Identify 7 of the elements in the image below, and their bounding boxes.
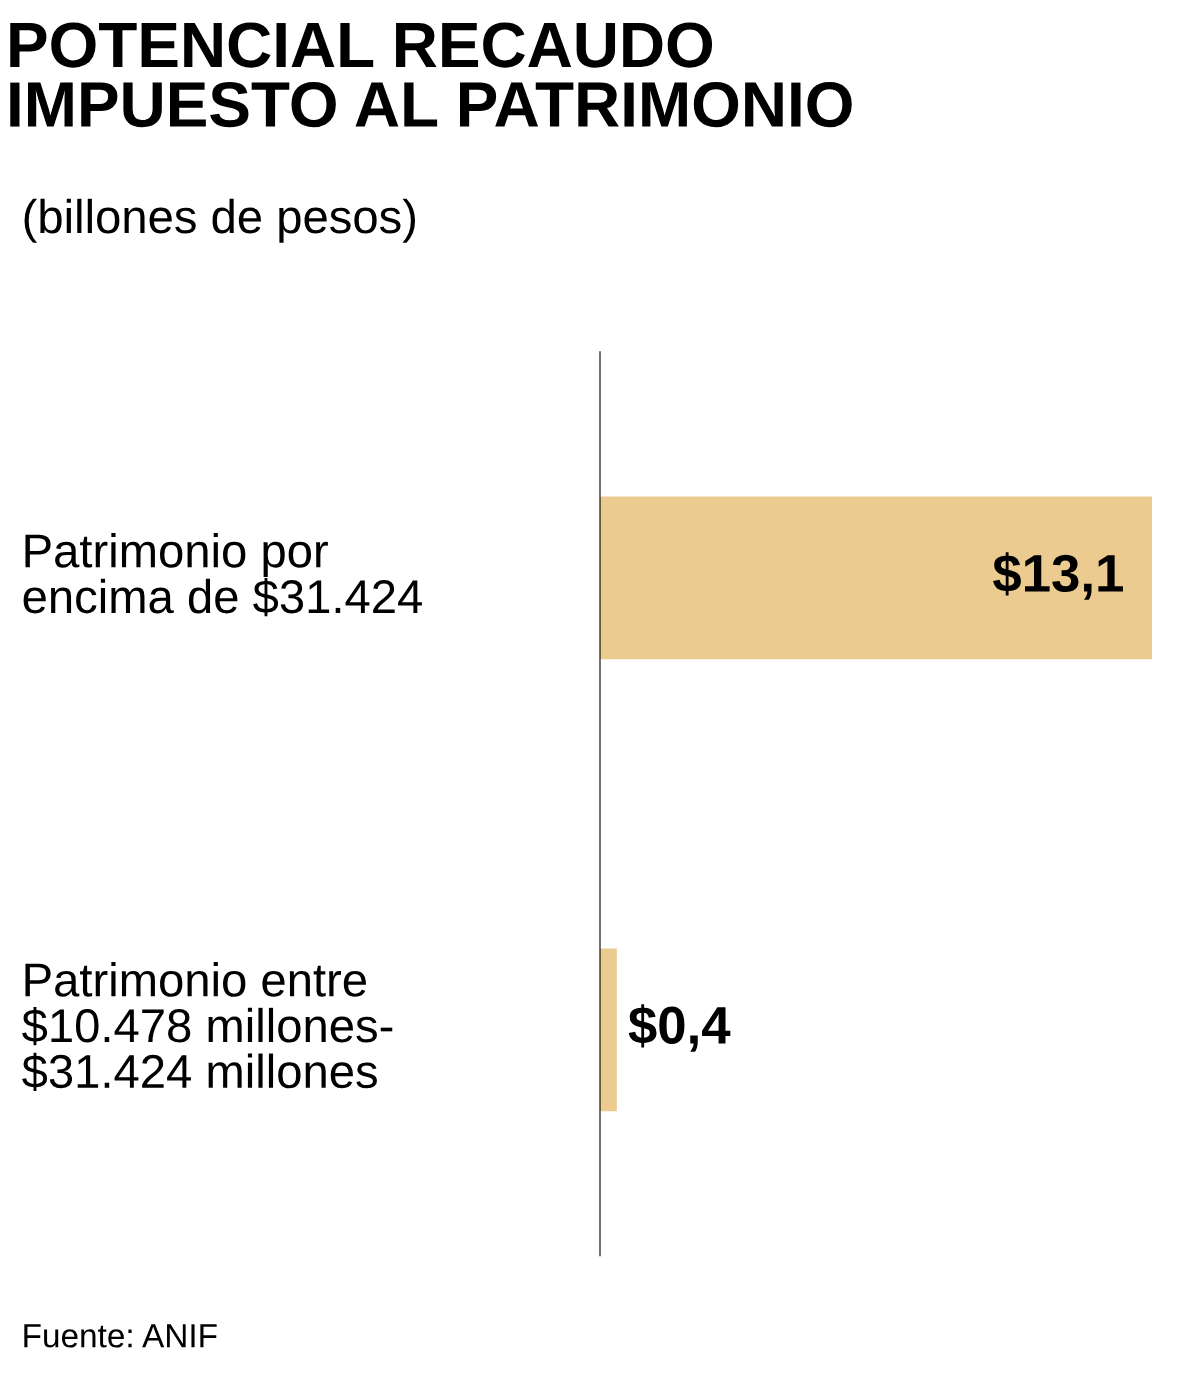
data-label: $0,4 (628, 1004, 731, 1052)
source-note: Fuente: ANIF (24, 1324, 217, 1348)
y-tick-label: Patrimonio entre $10.478 millones- $31.424 millones (22, 962, 393, 1092)
y-tick-label: Patrimonio por encima de $31.424 (23, 533, 422, 617)
data-label: $13,1 (993, 552, 1123, 600)
chart-title: POTENCIAL RECAUDO IMPUESTO AL PATRIMONIO (10, 22, 852, 128)
text: (billones de pesos) (24, 198, 416, 243)
